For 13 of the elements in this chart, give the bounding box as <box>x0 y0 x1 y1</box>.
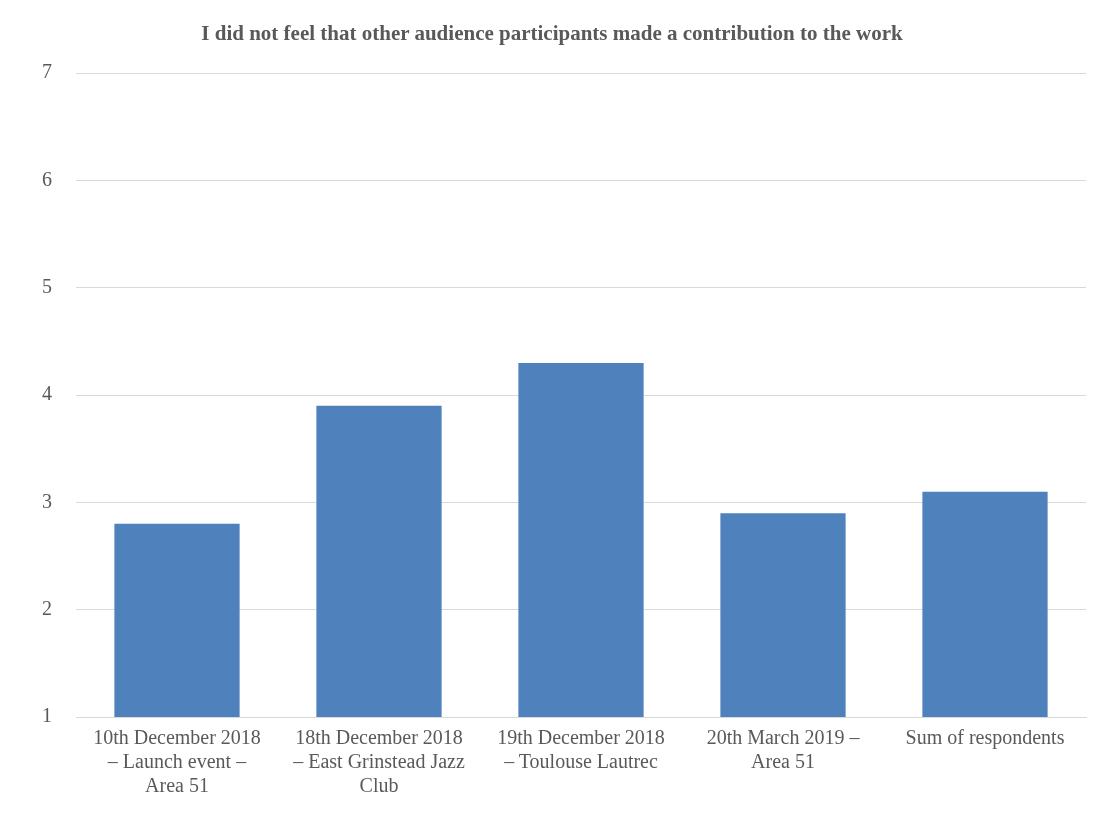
chart-title: I did not feel that other audience participants made a contribution to the work <box>201 21 903 46</box>
y-tick-label: 2 <box>42 596 52 619</box>
x-tick-label: Sum of respondents <box>905 726 1065 750</box>
x-tick-label: 18th December 2018 – East Grinstead Jazz Club <box>292 726 465 797</box>
y-tick-label: 1 <box>42 704 52 727</box>
y-tick-label: 7 <box>42 60 52 83</box>
x-tick-label: 20th March 2019 – Area 51 <box>706 726 861 773</box>
y-tick-label: 3 <box>42 489 52 512</box>
x-tick-label: 10th December 2018 – Launch event – Area 51 <box>93 726 261 797</box>
y-tick-label: 5 <box>42 275 52 298</box>
x-tick-label: 19th December 2018 – Toulouse Lautrec <box>497 726 665 773</box>
y-tick-label: 6 <box>42 167 52 190</box>
y-tick-label: 4 <box>42 382 52 405</box>
